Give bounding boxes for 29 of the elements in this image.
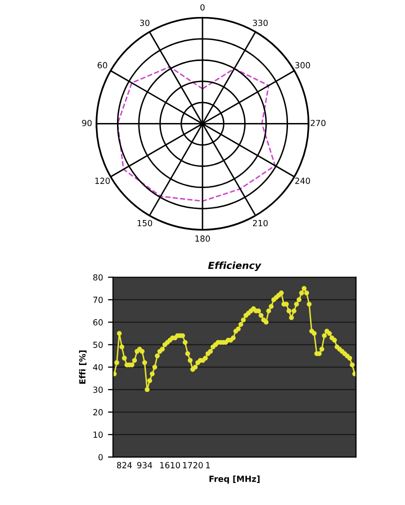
spoke-label: 180	[195, 235, 210, 242]
spoke-label: 270	[310, 120, 326, 126]
x-tick-label: 824	[117, 462, 132, 468]
y-tick-label: 70	[93, 296, 103, 303]
y-tick-label: 20	[93, 409, 103, 416]
y-tick-label: 80	[93, 274, 103, 281]
spoke-label: 300	[295, 62, 310, 68]
x-tick-label: 1	[206, 462, 210, 468]
spoke-label: 210	[252, 220, 268, 226]
y-tick-label: 40	[93, 364, 103, 370]
x-tick-label: 1720	[183, 462, 203, 468]
chart-title: Efficiency	[208, 262, 262, 272]
x-axis-title: Freq [MHz]	[210, 476, 260, 484]
y-tick-label: 0	[98, 454, 103, 460]
x-tick-label: 934	[137, 462, 152, 468]
spoke-label: 90	[82, 120, 92, 126]
spoke-label: 60	[98, 62, 108, 68]
spoke-label: 120	[95, 178, 110, 184]
spoke-label: 240	[295, 178, 310, 184]
y-tick-label: 60	[93, 319, 103, 326]
spoke-label: 330	[252, 20, 268, 26]
x-tick-label: 1610	[160, 462, 180, 468]
y-tick-label: 30	[93, 386, 103, 393]
y-axis-title: Effi [%]	[79, 350, 86, 384]
spoke-label: 30	[140, 20, 150, 26]
spoke-label: 0	[200, 4, 205, 11]
y-tick-label: 10	[94, 432, 103, 438]
spoke-label: 150	[138, 220, 152, 226]
y-tick-label: 50	[93, 342, 103, 348]
